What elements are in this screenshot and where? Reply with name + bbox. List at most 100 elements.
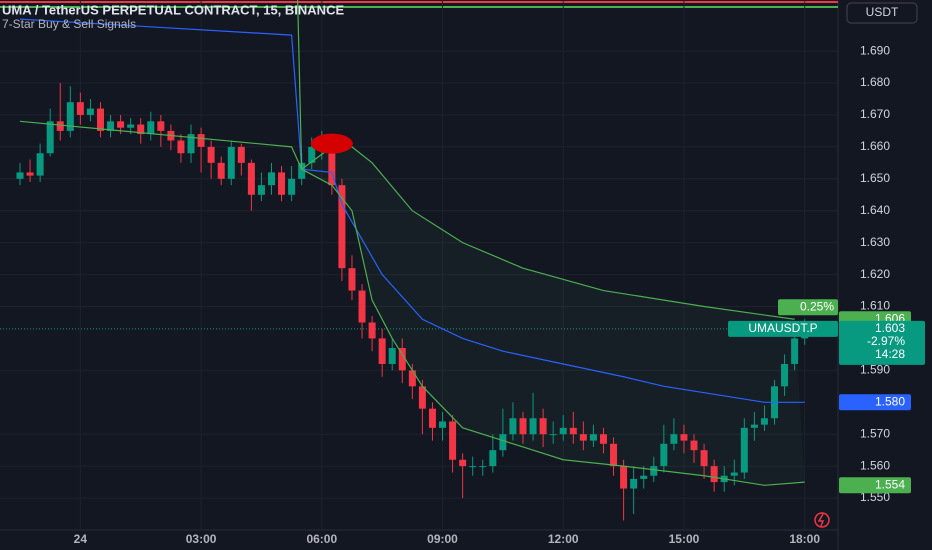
candle-body (237, 146, 245, 163)
indicator-line (19, 120, 795, 320)
candle-body (398, 348, 406, 371)
y-tick-label: 1.660 (860, 139, 890, 153)
candle-body (117, 121, 125, 128)
indicator-line (297, 0, 805, 486)
y-tick-label: 1.650 (860, 171, 890, 185)
candle-body (418, 386, 426, 409)
y-tick-label: 1.560 (860, 458, 890, 472)
candle-body (278, 172, 286, 195)
candle-body (489, 450, 497, 467)
candle-body (378, 338, 386, 364)
candle-body (298, 162, 306, 179)
candle-body (107, 121, 115, 131)
candle-body (408, 370, 416, 387)
indicator-line (19, 18, 805, 403)
candle-body (680, 434, 688, 441)
y-tick-label: 1.690 (860, 43, 890, 57)
candle-body (589, 434, 597, 441)
candle-body (348, 268, 356, 291)
candle-body (670, 434, 678, 444)
candle-body (760, 418, 768, 425)
candle-body (127, 124, 135, 128)
badge (778, 299, 838, 316)
price-tag-label: 1.554 (875, 477, 905, 491)
candle-body (338, 185, 346, 269)
candle-body (750, 424, 758, 428)
candle-body (197, 134, 205, 147)
y-tick-label: 1.680 (860, 75, 890, 89)
band-fill (301, 146, 805, 486)
current-price-tag (839, 320, 925, 365)
x-tick-label: 06:00 (306, 532, 337, 546)
candle-body (247, 162, 255, 195)
badge-label: 0.25% (800, 299, 834, 313)
plot-area (0, 0, 838, 530)
candle-body (499, 434, 507, 451)
price-axis (838, 0, 932, 550)
currency-button[interactable] (846, 2, 918, 24)
candle-body (479, 466, 487, 468)
candle-body (660, 443, 668, 467)
y-tick-label: 1.570 (860, 426, 890, 440)
y-tick-label: 1.630 (860, 235, 890, 249)
candle-body (257, 185, 265, 195)
candle-body (710, 466, 718, 483)
replay-icon[interactable] (814, 512, 830, 528)
candle-body (227, 146, 235, 179)
candle-body (328, 140, 336, 186)
candle-body (358, 290, 366, 323)
price-tag-label: 1.580 (875, 394, 905, 408)
candle-body (579, 434, 587, 441)
x-tick-label: 09:00 (427, 532, 458, 546)
candle-body (529, 418, 537, 435)
candle-body (690, 440, 698, 451)
y-tick-label: 1.640 (860, 203, 890, 217)
candle-body (187, 134, 195, 154)
x-tick-label: 24 (74, 532, 88, 546)
y-tick-label: 1.610 (860, 299, 890, 313)
candle-body (308, 146, 316, 163)
candle-body (46, 121, 54, 154)
y-tick-label: 1.590 (860, 363, 890, 377)
candle-body (217, 162, 225, 179)
candle-body (509, 418, 517, 435)
candle-body (610, 443, 618, 467)
candle-body (599, 434, 607, 444)
candle-body (469, 466, 477, 468)
current-price-label: 1.603 (875, 321, 905, 335)
candle-body (288, 178, 296, 195)
x-tick-label: 03:00 (186, 532, 217, 546)
candle-body (791, 338, 799, 364)
symbol-tag (728, 320, 838, 337)
candle-body (16, 172, 24, 179)
price-tag (839, 477, 911, 494)
candle-body (96, 108, 104, 131)
candle-body (740, 427, 748, 473)
candle-body (519, 418, 527, 435)
candle-body (650, 466, 658, 476)
candle-body (76, 102, 84, 115)
candle-body (268, 172, 275, 186)
candle-body (26, 172, 34, 176)
candle-body (177, 140, 185, 154)
candle-body (157, 121, 165, 131)
y-tick-label: 1.550 (860, 490, 890, 504)
price-tag (839, 394, 911, 411)
x-tick-label: 12:00 (548, 532, 579, 546)
currency-label[interactable]: USDT (866, 5, 899, 19)
candle-body (36, 153, 44, 176)
candle-body (781, 363, 789, 387)
candle-body (207, 146, 215, 163)
chart-subtitle: 7-Star Buy & Sell Signals (2, 17, 136, 31)
candle-body (569, 427, 577, 435)
candle-body (86, 108, 94, 115)
candle-body (66, 102, 74, 131)
change-label: -2.97% (867, 334, 905, 348)
countdown-label: 14:28 (875, 347, 905, 361)
y-tick-label: 1.620 (860, 267, 890, 281)
candle-body (640, 475, 648, 479)
x-tick-label: 15:00 (669, 532, 700, 546)
candle-body (549, 434, 557, 436)
y-tick-label: 1.670 (860, 107, 890, 121)
